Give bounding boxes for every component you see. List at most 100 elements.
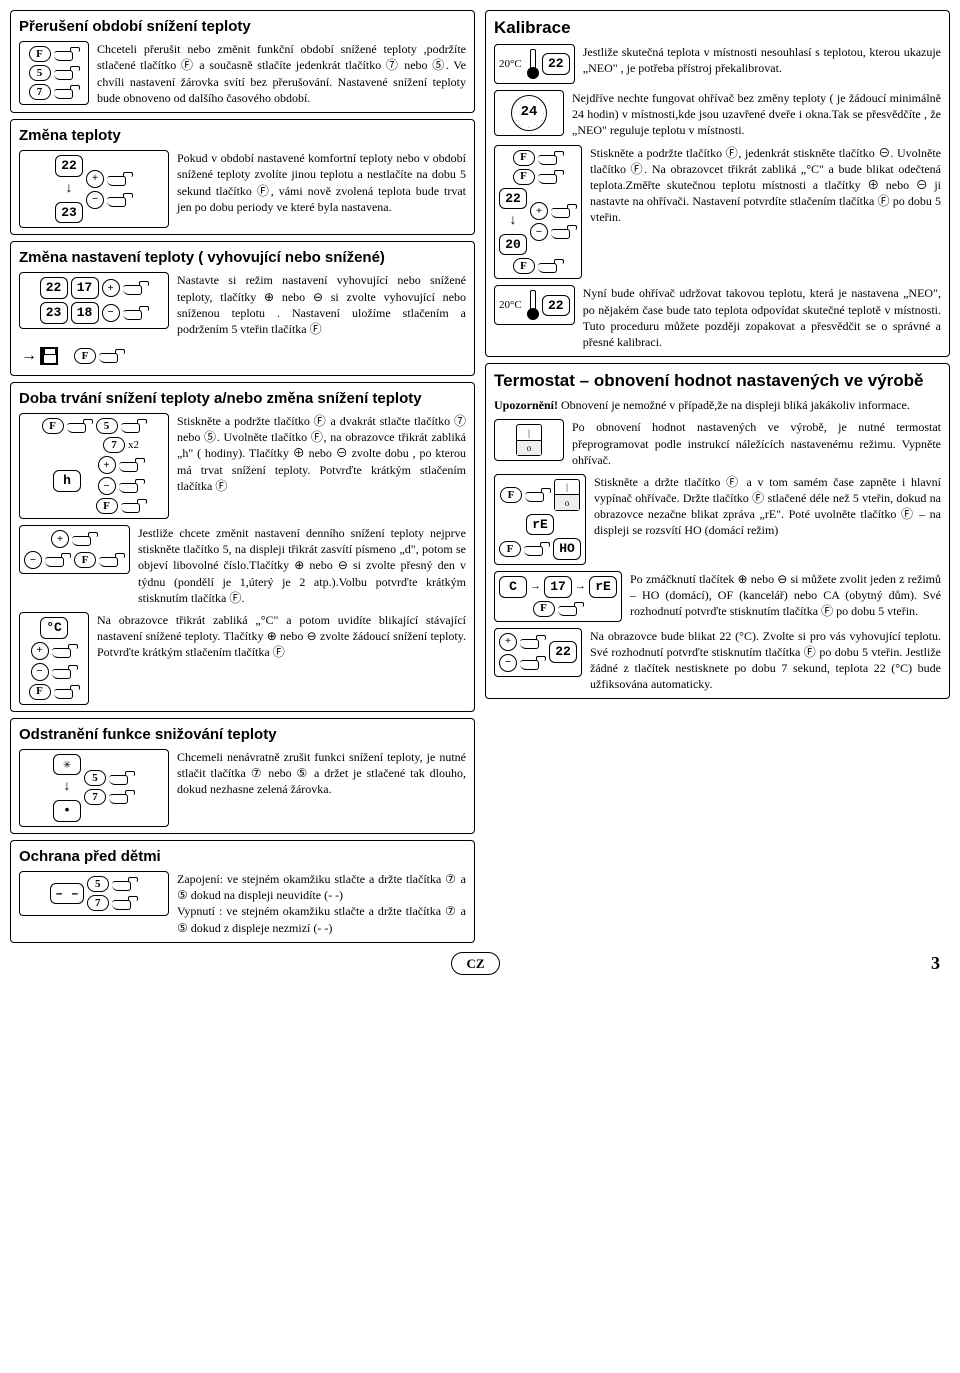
hand-icon: [99, 553, 125, 567]
plus-btn: +: [530, 202, 548, 220]
arrow-down-icon: [64, 778, 71, 797]
title: Změna nastavení teploty ( vyhovující neb…: [19, 248, 466, 268]
d3: 23: [40, 302, 68, 324]
illus-p2: + −F: [19, 525, 130, 574]
title: Kalibrace: [494, 17, 941, 40]
display-dashes: – –: [50, 883, 83, 905]
hand-icon: [525, 488, 551, 502]
clock-icon: 24: [511, 95, 547, 131]
hand-icon: [520, 635, 546, 649]
p3: Stiskněte a podržte tlačítko Ⓕ, jedenkrá…: [590, 145, 941, 226]
seq-17: 17: [544, 576, 572, 598]
illus-final-temp: + − 22: [494, 628, 582, 677]
p2: Stiskněte a držte tlačítko Ⓕ a v tom sam…: [594, 474, 941, 539]
hand-icon: [121, 419, 147, 433]
text: Pokud v období nastavené komfortní teplo…: [177, 150, 466, 215]
temp-label: 20°C: [499, 298, 522, 313]
title: Doba trvání snížení teploty a/nebo změna…: [19, 389, 466, 409]
plus-btn: +: [98, 456, 116, 474]
section-calibration: Kalibrace 20°C 22 Jestliže skutečná tepl…: [485, 10, 950, 357]
display-22: 22: [542, 53, 570, 75]
p3: Po zmáčknutí tlačítek ⊕ nebo ⊖ si můžete…: [630, 571, 941, 620]
led-off: •: [53, 800, 81, 822]
illus-switch-off: |o: [494, 419, 564, 461]
seq-re: rE: [589, 576, 617, 598]
hand-icon: [538, 151, 564, 165]
illus-save: → F: [19, 343, 127, 369]
hand-icon: [54, 85, 80, 99]
btn-f: F: [533, 601, 555, 617]
illus-p1: F h 5 7x2 + − F: [19, 413, 169, 519]
illus-adjust: F F 22 20 + − F: [494, 145, 582, 280]
title: Přerušení období snížení teploty: [19, 17, 466, 37]
minus-btn: −: [98, 477, 116, 495]
disk-icon: [40, 347, 58, 365]
d20: 20: [499, 234, 527, 256]
minus-btn: −: [24, 551, 42, 569]
illus-reset: F |o rE F HO: [494, 474, 586, 565]
hand-icon: [54, 47, 80, 61]
btn-f: F: [513, 169, 535, 185]
text: Zapojení: ve stejném okamžiku stlačte a …: [177, 871, 466, 936]
illus: – – 5 7: [19, 871, 169, 916]
display-22: 22: [55, 155, 83, 177]
thermometer-icon: [525, 49, 539, 79]
text: Chcemeli nenávratně zrušit funkci snížen…: [177, 749, 466, 798]
hand-icon: [52, 644, 78, 658]
btn-f: F: [96, 498, 118, 514]
minus-btn: −: [102, 304, 120, 322]
hand-icon: [121, 499, 147, 513]
switch-icon: |o: [554, 479, 580, 511]
d2: 17: [71, 277, 99, 299]
warn-text: Obnovení je nemožné v případě,že na disp…: [561, 398, 910, 412]
plus-btn: +: [102, 279, 120, 297]
d1: 22: [40, 277, 68, 299]
hand-icon: [107, 193, 133, 207]
illus-clock: 24: [494, 90, 564, 136]
p4: Nyní bude ohřívač udržovat takovou teplo…: [583, 285, 941, 350]
seq-c: C: [499, 576, 527, 598]
hand-icon: [109, 790, 135, 804]
p1: Po obnovení hodnot nastavených ve výrobě…: [572, 419, 941, 468]
minus-btn: −: [31, 663, 49, 681]
text: Nastavte si režim nastavení vyhovující n…: [177, 272, 466, 337]
d-re: rE: [526, 514, 554, 536]
hand-icon: [123, 306, 149, 320]
illus-mode-select: C → 17 → rE F: [494, 571, 622, 622]
p1: Stiskněte a podržte tlačítko Ⓕ a dvakrát…: [177, 413, 466, 494]
title: Termostat – obnovení hodnot nastavených …: [494, 370, 941, 393]
btn-5: 5: [84, 770, 106, 786]
btn-5: 5: [87, 876, 109, 892]
display-23: 23: [55, 202, 83, 224]
btn-7: 7: [87, 895, 109, 911]
p4: Na obrazovce bude blikat 22 (°C). Zvolte…: [590, 628, 941, 693]
hand-icon: [112, 877, 138, 891]
illus-buttons: F 5 7: [19, 41, 89, 105]
hand-icon: [72, 532, 98, 546]
title: Změna teploty: [19, 126, 466, 146]
illus-4displays: 22 17 + 23 18 −: [19, 272, 169, 328]
warn-label: Upozornění!: [494, 398, 558, 412]
section-duration: Doba trvání snížení teploty a/nebo změna…: [10, 382, 475, 712]
hand-icon: [538, 259, 564, 273]
btn-5: 5: [29, 65, 51, 81]
hand-icon: [551, 225, 577, 239]
hand-icon: [551, 204, 577, 218]
btn-f: F: [513, 258, 535, 274]
btn-7: 7: [84, 789, 106, 805]
btn-7: 7: [29, 84, 51, 100]
p2: Jestliže chcete změnit nastavení denního…: [138, 525, 466, 606]
page-footer: CZ 3: [10, 951, 950, 975]
plus-btn: +: [31, 642, 49, 660]
hand-icon: [119, 479, 145, 493]
btn-7: 7: [103, 437, 125, 453]
section-factory-reset: Termostat – obnovení hodnot nastavených …: [485, 363, 950, 699]
temp-label: 20°C: [499, 57, 522, 72]
x2-label: x2: [128, 438, 139, 453]
hand-icon: [112, 896, 138, 910]
hand-icon: [538, 170, 564, 184]
btn-f: F: [74, 348, 96, 364]
illus-displays: 22 23 + −: [19, 150, 169, 228]
p1: Jestliže skutečná teplota v místnosti ne…: [583, 44, 941, 76]
thermometer-icon: [525, 290, 539, 320]
